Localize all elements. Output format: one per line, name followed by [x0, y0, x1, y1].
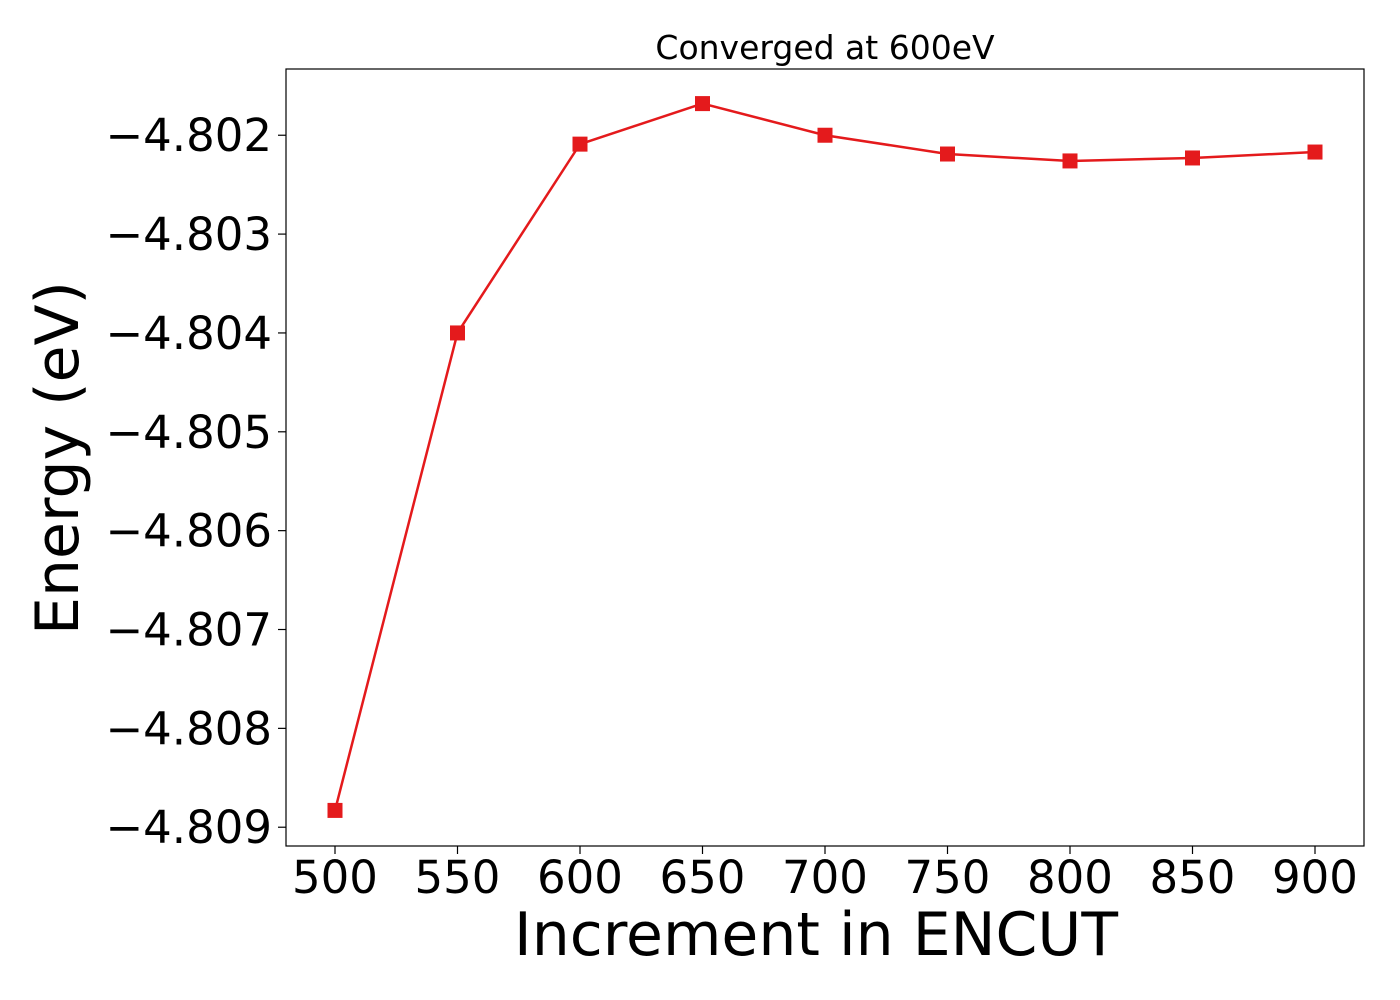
y-tick-label: −4.809 [105, 801, 272, 854]
y-axis: −4.809 −4.808 −4.807 −4.806 −4.805 −4.804 −4.8… [105, 109, 286, 854]
y-tick-label: −4.805 [105, 406, 272, 459]
x-tick-label: 700 [782, 851, 868, 904]
y-tick-label: −4.804 [105, 307, 272, 360]
x-tick-label: 650 [660, 851, 746, 904]
x-tick-label: 850 [1150, 851, 1236, 904]
y-tick-label: −4.808 [105, 702, 272, 755]
x-tick-label: 500 [292, 851, 378, 904]
y-axis-label: Energy (eV) [23, 281, 93, 635]
x-tick-label: 900 [1272, 851, 1358, 904]
y-tick-label: −4.807 [105, 604, 272, 657]
data-point-marker [1307, 144, 1323, 160]
y-tick-label: −4.803 [105, 208, 272, 261]
x-tick-label: 550 [415, 851, 501, 904]
x-tick-label: 750 [905, 851, 991, 904]
x-tick-label: 600 [537, 851, 623, 904]
data-point-marker [572, 136, 588, 152]
data-point-marker [1185, 150, 1200, 166]
x-tick-label: 800 [1027, 851, 1113, 904]
x-axis: 500 550 600 650 700 750 800 850 900 [292, 846, 1358, 904]
data-point-marker [1062, 153, 1078, 169]
data-point-marker [940, 146, 955, 162]
x-axis-label: Increment in ENCUT [514, 900, 1118, 970]
plot-area [327, 96, 1323, 818]
y-tick-label: −4.802 [105, 109, 272, 162]
data-point-marker [450, 325, 465, 341]
data-point-marker [695, 96, 710, 112]
axes-frame [285, 68, 1365, 847]
chart-title: Converged at 600eV [655, 28, 995, 67]
y-tick-label: −4.806 [105, 505, 272, 558]
data-point-marker [817, 127, 833, 143]
series-line [333, 102, 1316, 811]
data-point-marker [327, 802, 343, 818]
